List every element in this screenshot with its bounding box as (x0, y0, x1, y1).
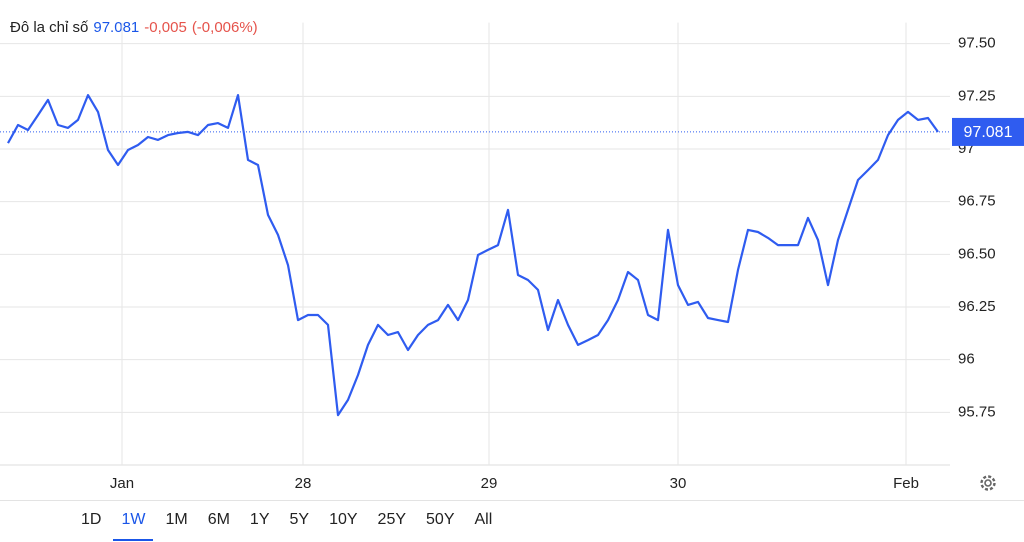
y-tick-label: 96.50 (958, 245, 996, 262)
y-tick-label: 96 (958, 351, 975, 368)
y-tick-label: 95.75 (958, 403, 996, 420)
range-button[interactable]: 1W (113, 501, 154, 541)
range-bar: 1D 1W 1M 6M 1Y 5Y 10Y 25Y 50Y All (0, 500, 1024, 542)
range-button[interactable]: 50Y (418, 501, 462, 541)
header-change: -0,005 (144, 19, 187, 36)
range-button[interactable]: 1M (157, 501, 195, 541)
x-tick-label: 29 (481, 475, 498, 492)
chart: Đô la chỉ số 97.081 -0,005 (-0,006%) 95.… (0, 19, 1024, 492)
header-price: 97.081 (93, 19, 139, 36)
y-tick-label: 96.25 (958, 298, 996, 315)
range-button[interactable]: All (466, 501, 500, 541)
last-value-box (952, 117, 1024, 146)
settings-icon[interactable] (980, 475, 996, 491)
range-button[interactable]: 1Y (242, 501, 278, 541)
x-tick-label: 30 (670, 475, 687, 492)
x-tick-label: Jan (110, 475, 134, 492)
x-tick-label: Feb (893, 475, 919, 492)
y-tick-label: 96.75 (958, 193, 996, 210)
last-value-label: 97.081 (964, 124, 1013, 141)
range-button[interactable]: 25Y (370, 501, 414, 541)
y-tick-label: 97.50 (958, 35, 996, 52)
y-tick-label: 97.25 (958, 87, 996, 104)
chart-title: Đô la chỉ số (10, 19, 89, 36)
range-button[interactable]: 1D (73, 501, 109, 541)
price-line (7, 94, 939, 417)
x-tick-label: 28 (295, 475, 312, 492)
range-button[interactable]: 5Y (282, 501, 318, 541)
range-button[interactable]: 6M (200, 501, 238, 541)
header-change-pct: (-0,006%) (192, 19, 258, 36)
range-button[interactable]: 10Y (321, 501, 365, 541)
